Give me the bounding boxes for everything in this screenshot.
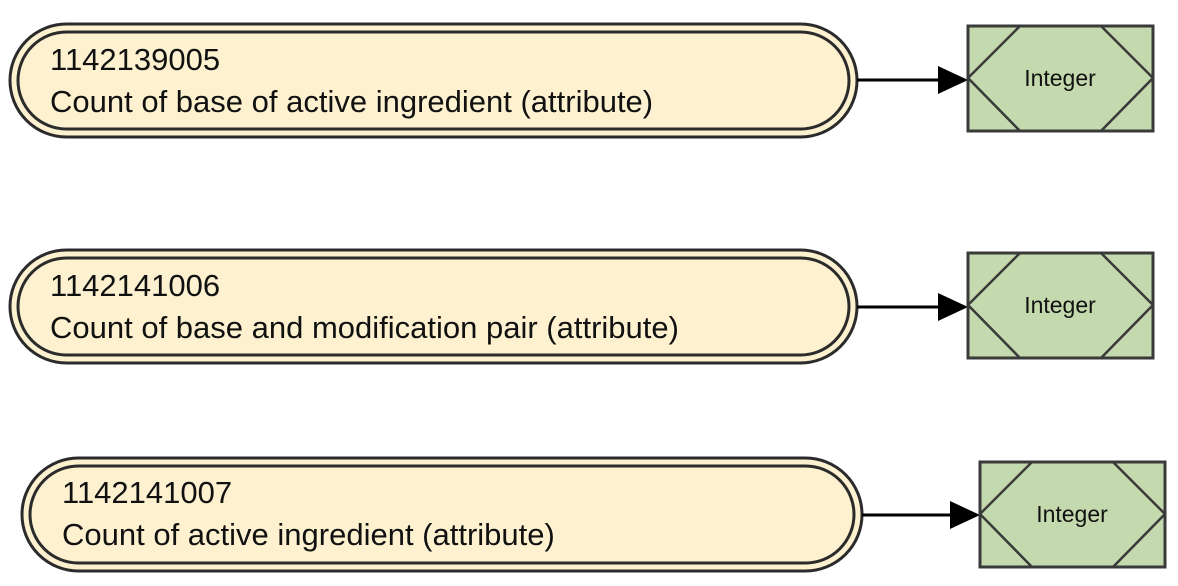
attribute-name: Count of active ingredient (attribute) — [62, 517, 555, 552]
attribute-name: Count of base and modification pair (att… — [50, 310, 679, 345]
arrowhead — [938, 293, 968, 321]
relationship-row: 1142139005 Count of base of active ingre… — [8, 22, 1155, 139]
type-label: Integer — [1024, 292, 1096, 318]
attribute-code: 1142141006 — [50, 268, 220, 303]
concrete-type-node[interactable]: Integer — [966, 24, 1155, 133]
hexagon-outline — [978, 460, 1167, 569]
hexagon-outline — [966, 24, 1155, 133]
attribute-name: Count of base of active ingredient (attr… — [50, 84, 653, 119]
relationship-row: 1142141006 Count of base and modificatio… — [8, 248, 1155, 365]
attribute-node[interactable]: 1142141006 Count of base and modificatio… — [8, 248, 859, 365]
arrowhead — [950, 501, 980, 529]
hexagon-outline — [966, 251, 1155, 360]
type-label: Integer — [1024, 65, 1096, 91]
arrowhead — [938, 66, 968, 94]
type-label: Integer — [1036, 501, 1108, 527]
attribute-code: 1142139005 — [50, 42, 220, 77]
attribute-node[interactable]: 1142141007 Count of active ingredient (a… — [20, 456, 864, 573]
concrete-type-node[interactable]: Integer — [978, 460, 1167, 569]
concrete-type-node[interactable]: Integer — [966, 251, 1155, 360]
attribute-code: 1142141007 — [62, 475, 232, 510]
attribute-node[interactable]: 1142139005 Count of base of active ingre… — [8, 22, 859, 139]
relationship-row: 1142141007 Count of active ingredient (a… — [20, 456, 1167, 573]
